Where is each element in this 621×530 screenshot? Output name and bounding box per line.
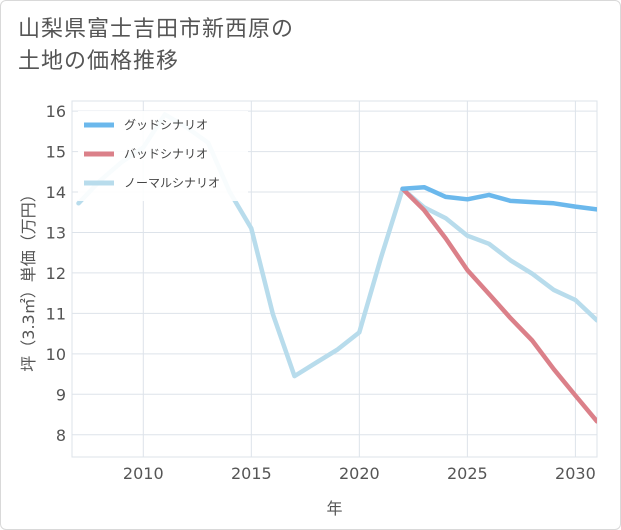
- y-tick-label: 15: [46, 143, 66, 162]
- y-tick-label: 16: [46, 102, 66, 121]
- axes: 2010 2015 2020 2025 2030 8 9 10 11 12 13 14 15 16: [46, 102, 596, 483]
- plot-area: [71, 100, 598, 458]
- x-tick-label: 2030: [555, 464, 596, 483]
- y-tick-label: 10: [46, 345, 66, 364]
- legend-label: バッドシナリオ: [124, 147, 208, 161]
- chart-title: 山梨県富士吉田市新西原の 土地の価格推移: [18, 14, 294, 78]
- x-tick-label: 2025: [447, 464, 488, 483]
- y-tick-label: 13: [46, 223, 66, 242]
- y-tick-label: 14: [46, 183, 66, 202]
- y-tick-label: 8: [56, 426, 66, 445]
- series-line-1: [400, 186, 597, 424]
- legend-label: ノーマルシナリオ: [124, 176, 220, 190]
- y-axis-label: 坪（3.3㎡）単価（万円）: [19, 186, 38, 371]
- y-tick-label: 9: [56, 385, 66, 404]
- x-tick-label: 2020: [339, 464, 380, 483]
- x-tick-label: 2015: [231, 464, 272, 483]
- chart-title-line-1: 山梨県富士吉田市新西原の: [18, 17, 295, 42]
- x-axis-label: 年: [326, 499, 342, 518]
- y-tick-label: 12: [46, 264, 66, 283]
- x-tick-label: 2010: [123, 464, 164, 483]
- legend-label: グッドシナリオ: [124, 118, 208, 132]
- chart-title-line-2: 土地の価格推移: [18, 49, 180, 74]
- series-line-0: [400, 184, 597, 212]
- y-tick-label: 11: [46, 304, 66, 323]
